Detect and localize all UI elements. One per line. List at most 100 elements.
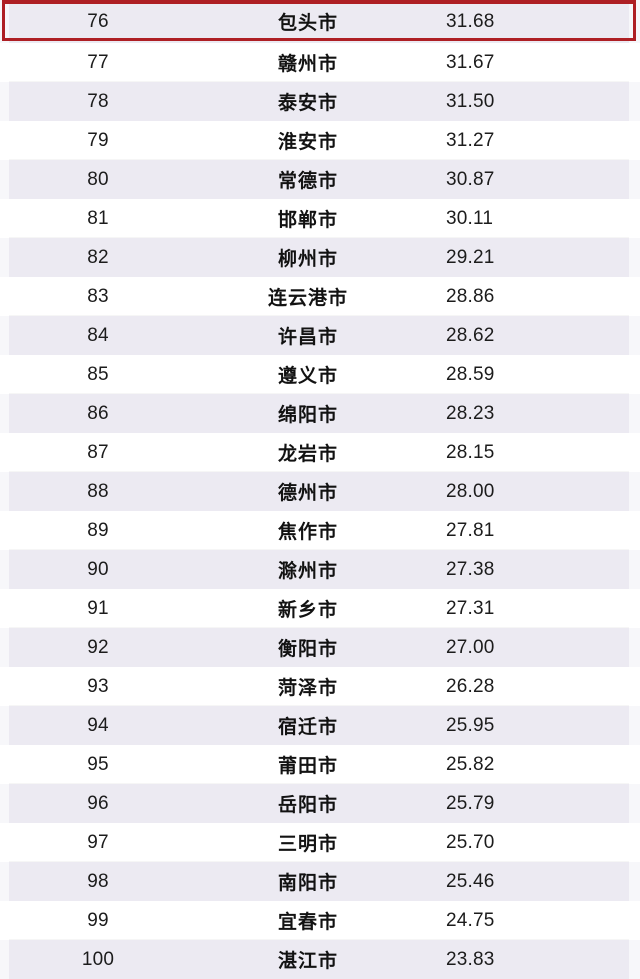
cell-value: 31.50	[446, 90, 495, 112]
table-row[interactable]: 81 邯郸市 30.11	[0, 199, 640, 238]
cell-city: 衡阳市	[277, 639, 338, 660]
table-row[interactable]: 87 龙岩市 28.15	[0, 433, 640, 472]
table-row[interactable]: 82 柳州市 29.21	[0, 238, 640, 277]
cell-value: 31.68	[446, 10, 495, 32]
cell-rank: 80	[87, 168, 109, 190]
table-row[interactable]: 94 宿迁市 25.95	[0, 706, 640, 745]
cell-rank: 79	[87, 129, 109, 151]
table-row[interactable]: 79 淮安市 31.27	[0, 121, 640, 160]
table-row[interactable]: 96 岳阳市 25.79	[0, 784, 640, 823]
cell-city: 三明市	[277, 834, 338, 855]
table-row[interactable]: 84 许昌市 28.62	[0, 316, 640, 355]
cell-rank: 86	[87, 402, 109, 424]
cell-rank: 85	[87, 363, 109, 385]
cell-value: 28.86	[446, 285, 495, 307]
cell-value: 28.59	[446, 363, 495, 385]
cell-value: 27.81	[446, 519, 495, 541]
cell-value: 25.95	[446, 714, 495, 736]
cell-city: 滁州市	[277, 561, 338, 582]
cell-city: 邯郸市	[277, 210, 338, 231]
cell-city: 菏泽市	[277, 678, 338, 699]
table-row[interactable]: 77 赣州市 31.67	[0, 43, 640, 82]
cell-rank: 96	[87, 792, 109, 814]
table-row[interactable]: 85 遵义市 28.59	[0, 355, 640, 394]
cell-value: 23.83	[446, 948, 495, 970]
table-row[interactable]: 91 新乡市 27.31	[0, 589, 640, 628]
table-row[interactable]: 83 连云港市 28.86	[0, 277, 640, 316]
cell-value: 30.11	[446, 207, 494, 229]
table-row[interactable]: 90 滁州市 27.38	[0, 550, 640, 589]
cell-value: 29.21	[446, 246, 495, 268]
cell-rank: 90	[87, 558, 109, 580]
cell-rank: 81	[87, 207, 109, 229]
cell-city: 宿迁市	[277, 717, 338, 738]
cell-city: 南阳市	[277, 873, 338, 894]
cell-value: 27.00	[446, 636, 495, 658]
cell-value: 31.27	[446, 129, 495, 151]
cell-rank: 82	[87, 246, 109, 268]
cell-city: 泰安市	[277, 93, 338, 114]
cell-city: 赣州市	[277, 54, 338, 75]
table-row[interactable]: 98 南阳市 25.46	[0, 862, 640, 901]
cell-value: 28.00	[446, 480, 495, 502]
cell-value: 25.82	[446, 753, 495, 775]
cell-rank: 87	[87, 441, 109, 463]
cell-rank: 98	[87, 870, 109, 892]
cell-city: 岳阳市	[277, 795, 338, 816]
cell-city: 遵义市	[277, 366, 338, 387]
cell-city: 常德市	[277, 171, 338, 192]
cell-city: 柳州市	[277, 249, 338, 270]
cell-city: 焦作市	[277, 522, 338, 543]
cell-rank: 94	[87, 714, 109, 736]
cell-value: 28.23	[446, 402, 495, 424]
cell-city: 许昌市	[277, 327, 338, 348]
cell-rank: 93	[87, 675, 109, 697]
cell-rank: 91	[87, 597, 109, 619]
table-row[interactable]: 89 焦作市 27.81	[0, 511, 640, 550]
cell-city: 淮安市	[277, 132, 338, 153]
table-row[interactable]: 76 包头市 31.68	[0, 0, 640, 43]
cell-rank: 78	[87, 90, 109, 112]
cell-city: 莆田市	[277, 756, 338, 777]
cell-rank: 76	[87, 10, 109, 32]
cell-city: 连云港市	[267, 288, 348, 309]
cell-value: 24.75	[446, 909, 495, 931]
cell-city: 德州市	[277, 483, 338, 504]
cell-rank: 97	[87, 831, 109, 853]
cell-value: 27.38	[446, 558, 495, 580]
cell-value: 30.87	[446, 168, 495, 190]
cell-city: 绵阳市	[277, 405, 338, 426]
table-row[interactable]: 99 宜春市 24.75	[0, 901, 640, 940]
table-row[interactable]: 80 常德市 30.87	[0, 160, 640, 199]
cell-city: 湛江市	[277, 951, 338, 972]
cell-city: 龙岩市	[277, 444, 338, 465]
table-row[interactable]: 100 湛江市 23.83	[0, 940, 640, 979]
cell-rank: 99	[87, 909, 109, 931]
cell-value: 25.46	[446, 870, 495, 892]
cell-value: 25.79	[446, 792, 495, 814]
table-row[interactable]: 97 三明市 25.70	[0, 823, 640, 862]
cell-rank: 77	[87, 51, 109, 73]
cell-value: 26.28	[446, 675, 495, 697]
cell-rank: 100	[81, 948, 115, 970]
cell-rank: 83	[87, 285, 109, 307]
cell-value: 31.67	[446, 51, 495, 73]
cell-city: 包头市	[277, 13, 338, 34]
cell-rank: 92	[87, 636, 109, 658]
cell-city: 宜春市	[277, 912, 338, 933]
table-row[interactable]: 88 德州市 28.00	[0, 472, 640, 511]
cell-city: 新乡市	[277, 600, 338, 621]
cell-rank: 84	[87, 324, 109, 346]
table-row[interactable]: 95 莆田市 25.82	[0, 745, 640, 784]
table-row[interactable]: 86 绵阳市 28.23	[0, 394, 640, 433]
cell-value: 28.62	[446, 324, 495, 346]
table-row[interactable]: 93 菏泽市 26.28	[0, 667, 640, 706]
table-row[interactable]: 78 泰安市 31.50	[0, 82, 640, 121]
cell-value: 27.31	[446, 597, 495, 619]
table-row[interactable]: 92 衡阳市 27.00	[0, 628, 640, 667]
cell-value: 28.15	[446, 441, 495, 463]
cell-rank: 89	[87, 519, 109, 541]
cell-value: 25.70	[446, 831, 495, 853]
cell-rank: 88	[87, 480, 109, 502]
